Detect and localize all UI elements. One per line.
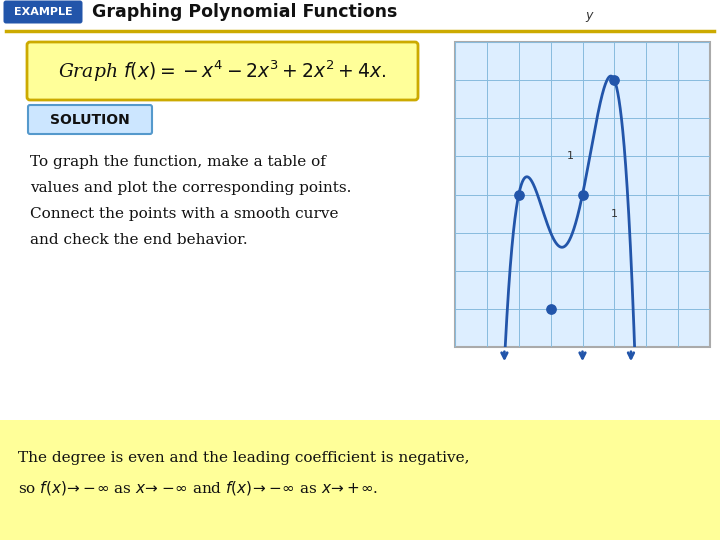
Text: SOLUTION: SOLUTION (50, 113, 130, 127)
Text: Connect the points with a smooth curve: Connect the points with a smooth curve (30, 207, 338, 221)
FancyBboxPatch shape (4, 1, 83, 24)
Point (577, 190, 588, 199)
FancyBboxPatch shape (0, 31, 720, 420)
Text: so $f(x)\!\rightarrow\!-\!\infty$ as $x\!\rightarrow\!-\!\infty$ and $f(x)\!\rig: so $f(x)\!\rightarrow\!-\!\infty$ as $x\… (18, 479, 378, 497)
FancyBboxPatch shape (0, 420, 720, 540)
Text: values and plot the corresponding points.: values and plot the corresponding points… (30, 181, 351, 195)
FancyBboxPatch shape (27, 42, 418, 100)
FancyBboxPatch shape (455, 42, 710, 347)
Point (513, 190, 524, 199)
Text: 1: 1 (567, 151, 574, 161)
Text: The degree is even and the leading coefficient is negative,: The degree is even and the leading coeff… (18, 451, 469, 465)
Text: $y$: $y$ (585, 10, 595, 24)
Text: and check the end behavior.: and check the end behavior. (30, 233, 248, 247)
Text: EXAMPLE: EXAMPLE (14, 7, 72, 17)
Text: Graph $f(x) = -x^4 - 2x^3 + 2x^2 + 4x.$: Graph $f(x) = -x^4 - 2x^3 + 2x^2 + 4x.$ (58, 58, 386, 84)
Text: Graphing Polynomial Functions: Graphing Polynomial Functions (92, 3, 397, 21)
Text: To graph the function, make a table of: To graph the function, make a table of (30, 155, 326, 169)
Point (545, 305, 557, 313)
Point (608, 76, 620, 84)
FancyBboxPatch shape (28, 105, 152, 134)
Text: 1: 1 (611, 209, 618, 219)
